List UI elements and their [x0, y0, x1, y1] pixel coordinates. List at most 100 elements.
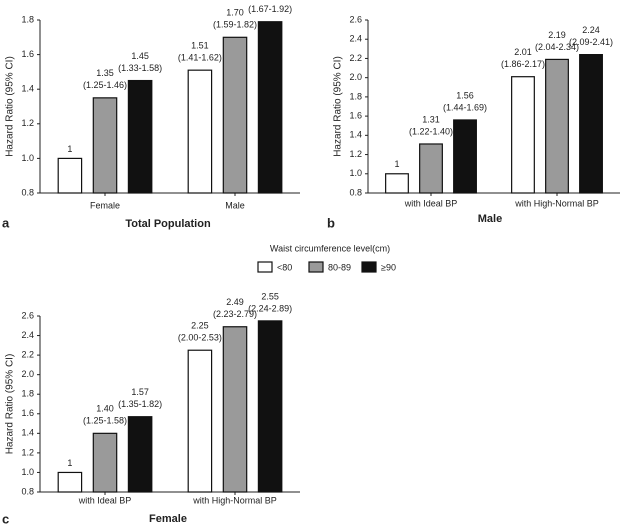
ci-label: (1.59-1.82) [213, 20, 257, 30]
ci-label: (1.33-1.58) [118, 63, 162, 73]
value-label: 1.79 [261, 0, 279, 2]
legend-title: Waist circumference level(cm) [270, 243, 390, 253]
y-tick-label: 1.4 [349, 130, 362, 140]
ci-label: (1.35-1.82) [118, 399, 162, 409]
y-tick-label: 1.8 [349, 91, 362, 101]
value-label: 1 [67, 458, 72, 468]
legend-label: ≥90 [381, 262, 396, 272]
ci-label: (1.86-2.17) [501, 59, 545, 69]
bar [511, 76, 535, 194]
y-tick-label: 2.0 [349, 72, 362, 82]
y-tick-label: 1.2 [21, 447, 34, 457]
ci-label: (1.25-1.58) [83, 416, 127, 426]
x-tick-label: with High-Normal BP [514, 198, 599, 208]
ci-label: (1.22-1.40) [409, 126, 453, 136]
x-tick-label: Female [90, 200, 120, 210]
bar [257, 21, 283, 194]
value-label: 1.51 [191, 41, 209, 51]
ci-label: (1.44-1.69) [443, 102, 487, 112]
y-axis-label: Hazard Ratio (95% CI) [5, 56, 16, 157]
legend-swatch [308, 261, 324, 273]
y-tick-label: 1.4 [21, 84, 34, 94]
value-label: 2.24 [582, 25, 600, 35]
x-axis-label: Female [149, 513, 187, 525]
bar [385, 173, 409, 194]
bar [187, 69, 213, 194]
y-tick-label: 0.8 [21, 187, 34, 197]
y-tick-label: 2.6 [349, 14, 362, 24]
value-label: 1 [394, 159, 399, 169]
panel-label: c [2, 511, 9, 526]
y-tick-label: 2.4 [21, 330, 34, 340]
x-axis-label: Total Population [125, 218, 211, 230]
bar [127, 79, 153, 194]
legend-swatch [361, 261, 377, 273]
bar [222, 326, 248, 493]
y-tick-label: 0.8 [21, 486, 34, 496]
y-axis-label: Hazard Ratio (95% CI) [5, 354, 16, 455]
value-label: 2.19 [548, 30, 566, 40]
value-label: 2.01 [514, 47, 532, 57]
legend-swatch [257, 261, 273, 273]
value-label: 1.35 [96, 68, 114, 78]
value-label: 2.25 [191, 321, 209, 331]
x-tick-label: Male [225, 200, 245, 210]
y-tick-label: 2.2 [21, 349, 34, 359]
y-tick-label: 0.8 [349, 187, 362, 197]
bar [222, 36, 248, 194]
value-label: 1.57 [131, 387, 149, 397]
legend-label: 80-89 [328, 262, 351, 272]
y-tick-label: 2.4 [349, 34, 362, 44]
ci-label: (2.23-2.79) [213, 309, 257, 319]
legend-label: <80 [277, 262, 292, 272]
y-tick-label: 1.4 [21, 428, 34, 438]
ci-label: (1.41-1.62) [178, 53, 222, 63]
bar [187, 349, 213, 493]
y-tick-label: 1.2 [349, 149, 362, 159]
y-tick-label: 1.6 [21, 49, 34, 59]
bar [92, 97, 118, 194]
y-tick-label: 1.2 [21, 118, 34, 128]
ci-label: (1.67-1.92) [248, 4, 292, 14]
x-tick-label: with High-Normal BP [192, 495, 277, 505]
ci-label: (2.00-2.53) [178, 333, 222, 343]
y-tick-label: 1.0 [21, 467, 34, 477]
value-label: 1.56 [456, 90, 474, 100]
panel-label: b [327, 215, 335, 230]
value-label: 1.40 [96, 404, 114, 414]
ci-label: (1.25-1.46) [83, 80, 127, 90]
bar [419, 143, 443, 194]
y-tick-label: 1.6 [21, 408, 34, 418]
y-tick-label: 1.0 [349, 168, 362, 178]
bar [579, 53, 603, 194]
value-label: 1 [67, 144, 72, 154]
y-tick-label: 1.8 [21, 14, 34, 24]
ci-label: (2.24-2.89) [248, 303, 292, 313]
bar [57, 471, 83, 493]
x-tick-label: with Ideal BP [404, 198, 458, 208]
y-tick-label: 2.0 [21, 369, 34, 379]
bar [57, 157, 83, 194]
y-tick-label: 2.6 [21, 310, 34, 320]
y-tick-label: 1.6 [349, 110, 362, 120]
y-tick-label: 1.0 [21, 153, 34, 163]
ci-label: (2.04-2.34) [535, 42, 579, 52]
ci-label: (2.09-2.41) [569, 37, 613, 47]
y-tick-label: 2.2 [349, 53, 362, 63]
bar [257, 320, 283, 493]
bar [92, 432, 118, 493]
y-axis-label: Hazard Ratio (95% CI) [333, 56, 344, 157]
value-label: 1.70 [226, 8, 244, 18]
value-label: 2.55 [261, 291, 279, 301]
panel-label: a [2, 215, 10, 230]
value-label: 2.49 [226, 297, 244, 307]
value-label: 1.31 [422, 114, 440, 124]
x-axis-label: Male [478, 213, 502, 225]
value-label: 1.45 [131, 51, 149, 61]
bar [127, 416, 153, 493]
bar [545, 58, 569, 194]
x-tick-label: with Ideal BP [78, 495, 132, 505]
bar [453, 119, 477, 194]
y-tick-label: 1.8 [21, 389, 34, 399]
